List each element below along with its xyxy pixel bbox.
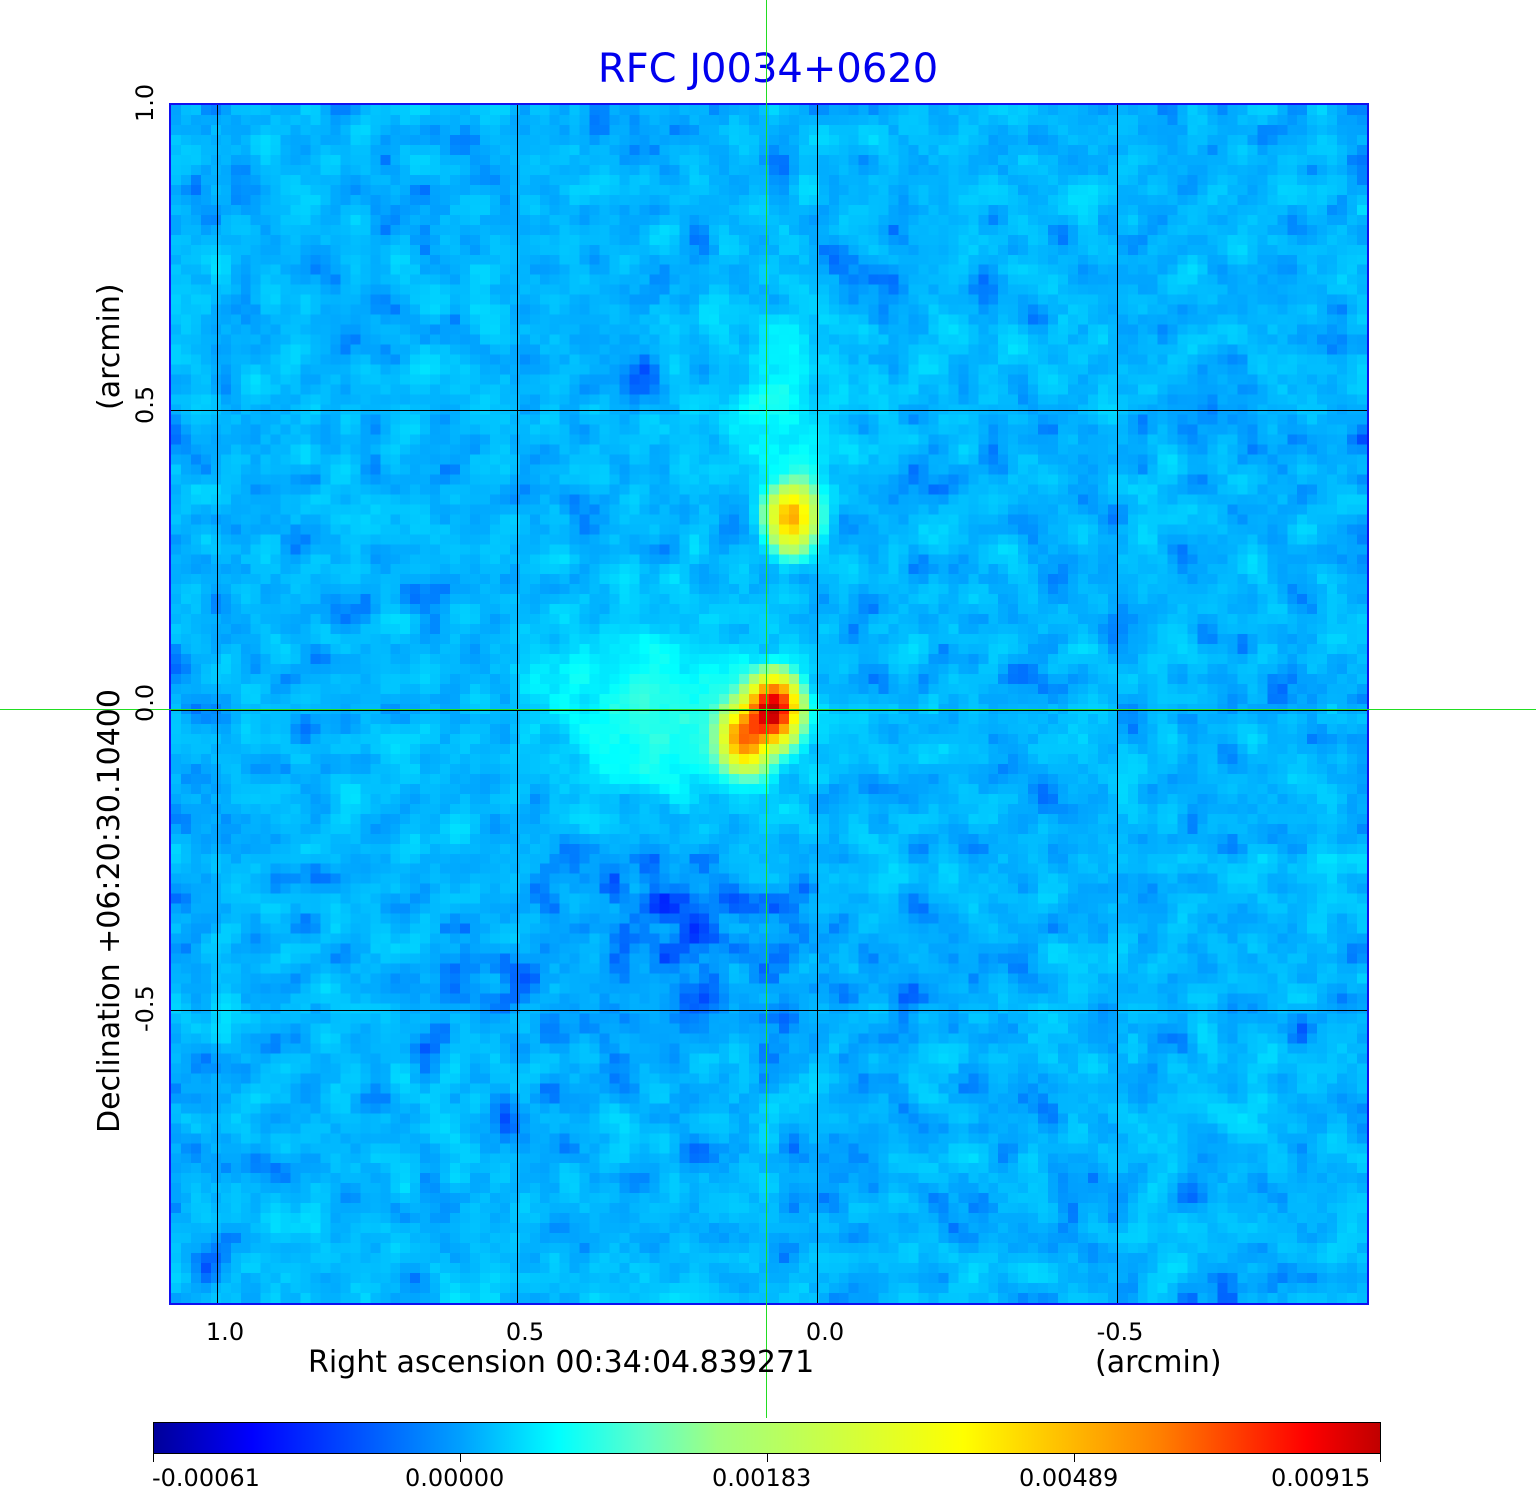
y-tick-label: 0.5 [131,385,159,424]
gridline-x-0.5 [517,105,518,1303]
colorbar-tick [460,1454,461,1462]
y-axis-label: Declination +06:20:30.10400 [92,689,127,1133]
x-axis-unit: (arcmin) [1095,1345,1222,1380]
y-axis-unit: (arcmin) [92,283,127,410]
gridline-x-0.0 [817,105,818,1303]
colorbar [153,1422,1381,1454]
colorbar-tick [1380,1454,1381,1462]
colorbar-label: 0.00183 [712,1464,812,1492]
x-tick-label: 0.5 [505,1318,545,1346]
heatmap-image [171,105,1367,1303]
gridline-x--0.5 [1117,105,1118,1303]
image-plot-area[interactable] [169,103,1369,1305]
colorbar-tick [153,1454,154,1462]
crosshair-horizontal [0,709,1536,710]
x-tick-label: -0.5 [1096,1318,1144,1346]
y-tick-label: -0.5 [131,985,159,1032]
x-axis-label: Right ascension 00:34:04.839271 [308,1345,815,1380]
colorbar-tick [767,1454,768,1462]
gridline-y--0.5 [171,1010,1367,1011]
y-tick-label: 1.0 [131,83,159,122]
x-tick-label: 0.0 [805,1318,845,1346]
gridline-y-0.5 [171,410,1367,411]
colorbar-label: -0.00061 [152,1464,260,1492]
x-tick-label: 1.0 [205,1318,245,1346]
gridline-x-1.0 [217,105,218,1303]
colorbar-label: 0.00000 [405,1464,505,1492]
colorbar-label: 0.00489 [1019,1464,1119,1492]
y-tick-label: 0.0 [131,683,159,722]
colorbar-tick [1074,1454,1075,1462]
chart-title: RFC J0034+0620 [597,46,939,92]
gridline-y-0.0 [171,710,1367,711]
colorbar-label: 0.00915 [1271,1464,1371,1492]
